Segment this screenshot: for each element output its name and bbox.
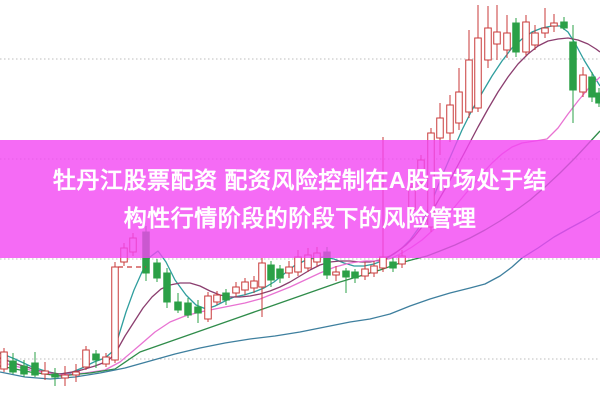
headline-line-2: 构性行情阶段的阶段下的风险管理 — [123, 205, 477, 231]
headline-banner: 牡丹江股票配资 配资风险控制在A股市场处于结 构性行情阶段的阶段下的风险管理 — [0, 140, 600, 258]
headline-line-1: 牡丹江股票配资 配资风险控制在A股市场处于结 — [53, 167, 547, 193]
